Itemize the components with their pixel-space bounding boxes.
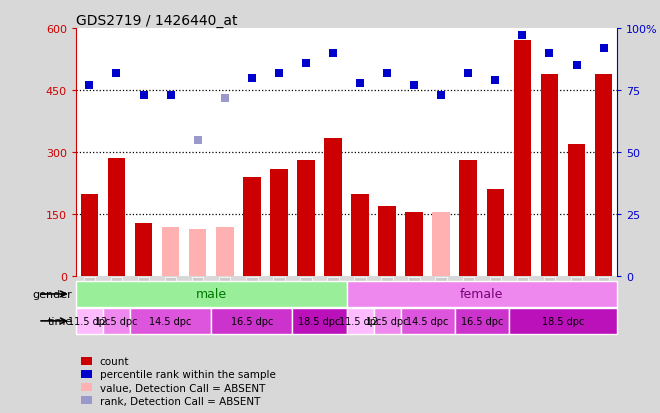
Point <box>436 93 447 99</box>
Text: time: time <box>48 316 73 326</box>
Point <box>544 50 554 57</box>
Text: 14.5 dpc: 14.5 dpc <box>407 316 449 326</box>
Bar <box>351 194 369 277</box>
Text: GDS2719 / 1426440_at: GDS2719 / 1426440_at <box>76 14 238 28</box>
Bar <box>324 138 342 277</box>
Point <box>517 33 528 40</box>
Point <box>165 93 176 99</box>
Text: 18.5 dpc: 18.5 dpc <box>542 316 584 326</box>
Point <box>139 93 149 99</box>
Bar <box>162 227 180 277</box>
Bar <box>541 74 558 277</box>
Bar <box>108 159 125 277</box>
Text: 11.5 dpc: 11.5 dpc <box>339 316 381 326</box>
Point <box>274 70 284 77</box>
Bar <box>378 206 396 277</box>
Text: 16.5 dpc: 16.5 dpc <box>461 316 503 326</box>
Point <box>409 83 420 89</box>
Point <box>490 78 501 84</box>
Bar <box>513 41 531 277</box>
Point <box>84 83 95 89</box>
Bar <box>374 308 401 334</box>
Bar <box>189 229 207 277</box>
Bar <box>346 308 374 334</box>
Bar <box>297 161 315 277</box>
Bar <box>568 145 585 277</box>
Bar <box>292 308 346 334</box>
Bar <box>103 308 130 334</box>
Point <box>381 70 392 77</box>
Bar <box>76 281 346 307</box>
Bar <box>401 308 455 334</box>
Point <box>193 137 203 144</box>
Bar <box>76 308 103 334</box>
Bar <box>405 213 423 277</box>
Text: 16.5 dpc: 16.5 dpc <box>230 316 273 326</box>
Bar <box>243 178 261 277</box>
Bar <box>135 223 152 277</box>
Text: gender: gender <box>33 289 73 299</box>
Text: 11.5 dpc: 11.5 dpc <box>68 316 111 326</box>
Bar <box>486 190 504 277</box>
Point <box>247 75 257 82</box>
Bar <box>211 308 292 334</box>
Bar <box>432 213 450 277</box>
Bar <box>459 161 477 277</box>
Bar <box>346 281 617 307</box>
Point <box>599 45 609 52</box>
Point <box>111 70 122 77</box>
Point <box>301 60 312 67</box>
Point <box>328 50 339 57</box>
Point <box>571 63 582 69</box>
Bar <box>595 74 612 277</box>
Bar <box>509 308 617 334</box>
Text: 18.5 dpc: 18.5 dpc <box>298 316 341 326</box>
Legend: count, percentile rank within the sample, value, Detection Call = ABSENT, rank, : count, percentile rank within the sample… <box>81 356 276 406</box>
Point <box>355 80 366 87</box>
Bar <box>81 194 98 277</box>
Bar <box>130 308 211 334</box>
Bar <box>455 308 509 334</box>
Text: 12.5 dpc: 12.5 dpc <box>366 316 409 326</box>
Bar <box>216 227 234 277</box>
Bar <box>270 169 288 277</box>
Text: female: female <box>460 288 504 301</box>
Text: 14.5 dpc: 14.5 dpc <box>149 316 192 326</box>
Point <box>219 95 230 102</box>
Text: 12.5 dpc: 12.5 dpc <box>95 316 138 326</box>
Point <box>463 70 474 77</box>
Text: male: male <box>195 288 227 301</box>
